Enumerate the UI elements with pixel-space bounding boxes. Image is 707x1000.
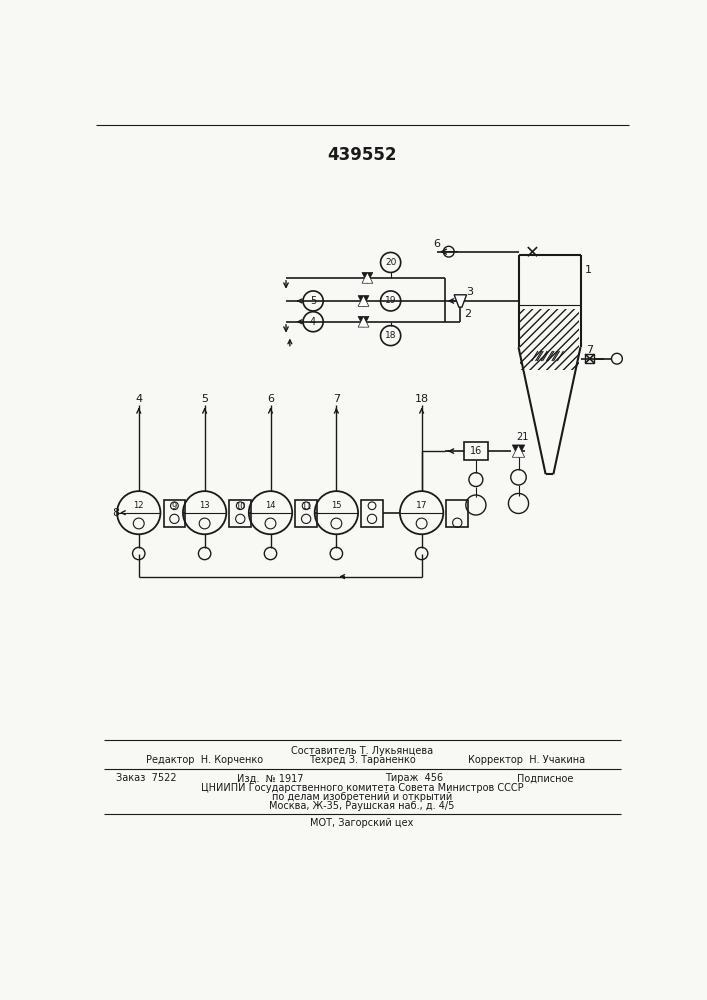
Text: 12: 12: [134, 500, 144, 510]
Polygon shape: [358, 316, 369, 327]
Bar: [163, 500, 185, 527]
Polygon shape: [513, 445, 525, 457]
Text: по делам изобретений и открытий: по делам изобретений и открытий: [271, 792, 452, 802]
Bar: [361, 500, 383, 527]
Text: 18: 18: [414, 394, 428, 404]
Text: 20: 20: [385, 258, 397, 267]
Polygon shape: [454, 295, 467, 307]
Text: Техред З. Тараненко: Техред З. Тараненко: [308, 755, 415, 765]
Text: 14: 14: [265, 500, 276, 510]
Text: ЦНИИПИ Государственного комитета Совета Министров СССР: ЦНИИПИ Государственного комитета Совета …: [201, 783, 523, 793]
Text: Заказ  7522: Заказ 7522: [116, 773, 177, 783]
Text: 10: 10: [235, 502, 245, 511]
Text: Изд.  № 1917: Изд. № 1917: [238, 773, 304, 783]
Text: Редактор  Н. Корченко: Редактор Н. Корченко: [146, 755, 263, 765]
Text: Подписное: Подписное: [518, 773, 574, 783]
Polygon shape: [358, 316, 369, 327]
Text: МОТ, Загорский цех: МОТ, Загорский цех: [310, 818, 414, 828]
Bar: [296, 500, 317, 527]
Text: 2: 2: [464, 309, 472, 319]
Polygon shape: [358, 296, 369, 306]
Text: 6: 6: [433, 239, 440, 249]
Text: 439552: 439552: [327, 146, 397, 164]
Text: 5: 5: [201, 394, 208, 404]
Text: 9: 9: [172, 502, 177, 511]
Text: 8: 8: [112, 508, 119, 518]
Text: 5: 5: [310, 296, 316, 306]
Polygon shape: [362, 272, 373, 283]
Bar: [230, 500, 251, 527]
Text: Москва, Ж-35, Раушская наб., д. 4/5: Москва, Ж-35, Раушская наб., д. 4/5: [269, 801, 455, 811]
Bar: [585, 354, 595, 363]
Text: 18: 18: [385, 331, 397, 340]
Bar: [464, 442, 488, 460]
Text: 19: 19: [385, 296, 397, 305]
Polygon shape: [358, 296, 369, 306]
Text: Корректор  Н. Учакина: Корректор Н. Учакина: [468, 755, 585, 765]
Text: 13: 13: [199, 500, 210, 510]
Text: Составитель Т. Лукьянцева: Составитель Т. Лукьянцева: [291, 746, 433, 756]
Text: 17: 17: [416, 500, 427, 510]
Text: 3: 3: [466, 287, 473, 297]
Text: 4: 4: [310, 317, 316, 327]
Bar: [446, 500, 468, 527]
Text: Тираж  456: Тираж 456: [385, 773, 443, 783]
Text: 1: 1: [585, 265, 592, 275]
Text: 7: 7: [333, 394, 340, 404]
Text: 16: 16: [469, 446, 482, 456]
Polygon shape: [362, 272, 373, 283]
Bar: [520, 309, 579, 370]
Text: 6: 6: [267, 394, 274, 404]
Text: 4: 4: [135, 394, 142, 404]
Polygon shape: [513, 445, 525, 457]
Text: 11: 11: [301, 502, 311, 511]
Text: 7: 7: [586, 345, 593, 355]
Text: 21: 21: [516, 432, 529, 442]
Text: 15: 15: [331, 500, 341, 510]
